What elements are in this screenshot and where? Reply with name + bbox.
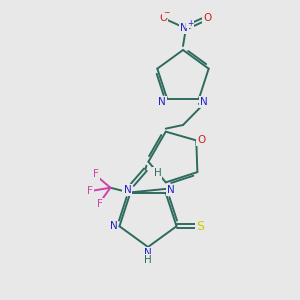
Text: F: F: [98, 199, 103, 209]
Text: +: +: [187, 19, 193, 28]
Text: H: H: [144, 255, 152, 265]
Text: N: N: [124, 185, 131, 195]
Text: N: N: [158, 97, 166, 107]
Text: H: H: [154, 168, 161, 178]
Text: F: F: [93, 169, 99, 179]
Text: N: N: [144, 248, 152, 258]
Text: N: N: [180, 23, 188, 33]
Text: O: O: [203, 13, 211, 23]
Text: −: −: [163, 8, 169, 17]
Text: N: N: [200, 97, 208, 107]
Text: F: F: [87, 186, 93, 196]
Text: S: S: [196, 220, 205, 233]
Text: N: N: [110, 221, 117, 231]
Text: N: N: [167, 185, 175, 195]
Text: O: O: [197, 135, 206, 146]
Text: O: O: [159, 13, 167, 23]
